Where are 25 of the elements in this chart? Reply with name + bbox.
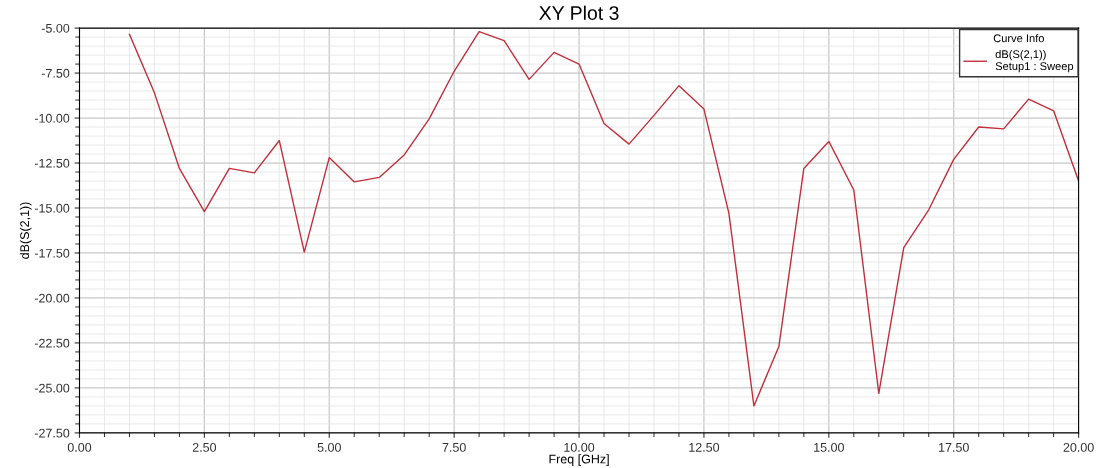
y-tick-label: -27.50: [34, 428, 70, 438]
y-tick-label: -17.50: [34, 248, 70, 258]
x-axis-title: Freq [GHz]: [549, 454, 609, 466]
x-tick-label: 12.50: [689, 442, 720, 452]
x-tick-label: 10.00: [564, 442, 595, 452]
x-tick-label: 5.00: [317, 442, 341, 452]
y-tick-label: -25.00: [34, 383, 70, 393]
x-tick-label: 7.50: [442, 442, 466, 452]
x-tick-label: 17.50: [939, 442, 969, 452]
chart-title: XY Plot 3: [539, 5, 619, 20]
x-tick-label: 20.00: [1063, 442, 1094, 452]
legend-title: Curve Info: [993, 34, 1044, 43]
line-series: [128, 30, 1079, 407]
y-tick-label: -12.50: [34, 158, 70, 168]
y-tick-label: -5.00: [41, 23, 70, 33]
y-tick-label: -15.00: [34, 203, 70, 213]
x-tick-label: 2.50: [192, 442, 217, 452]
y-tick-label: -20.00: [34, 293, 70, 303]
y-tick-label: -7.50: [41, 68, 70, 78]
y-tick-label: -22.50: [34, 338, 70, 348]
legend-label: dB(S(2,1)) Setup1 : Sweep: [995, 49, 1074, 73]
x-tick-label: 0.00: [67, 442, 92, 452]
y-axis-title: dB(S(2,1)): [19, 202, 32, 259]
x-tick-label: 15.00: [814, 442, 844, 452]
y-tick-label: -10.00: [34, 113, 70, 123]
